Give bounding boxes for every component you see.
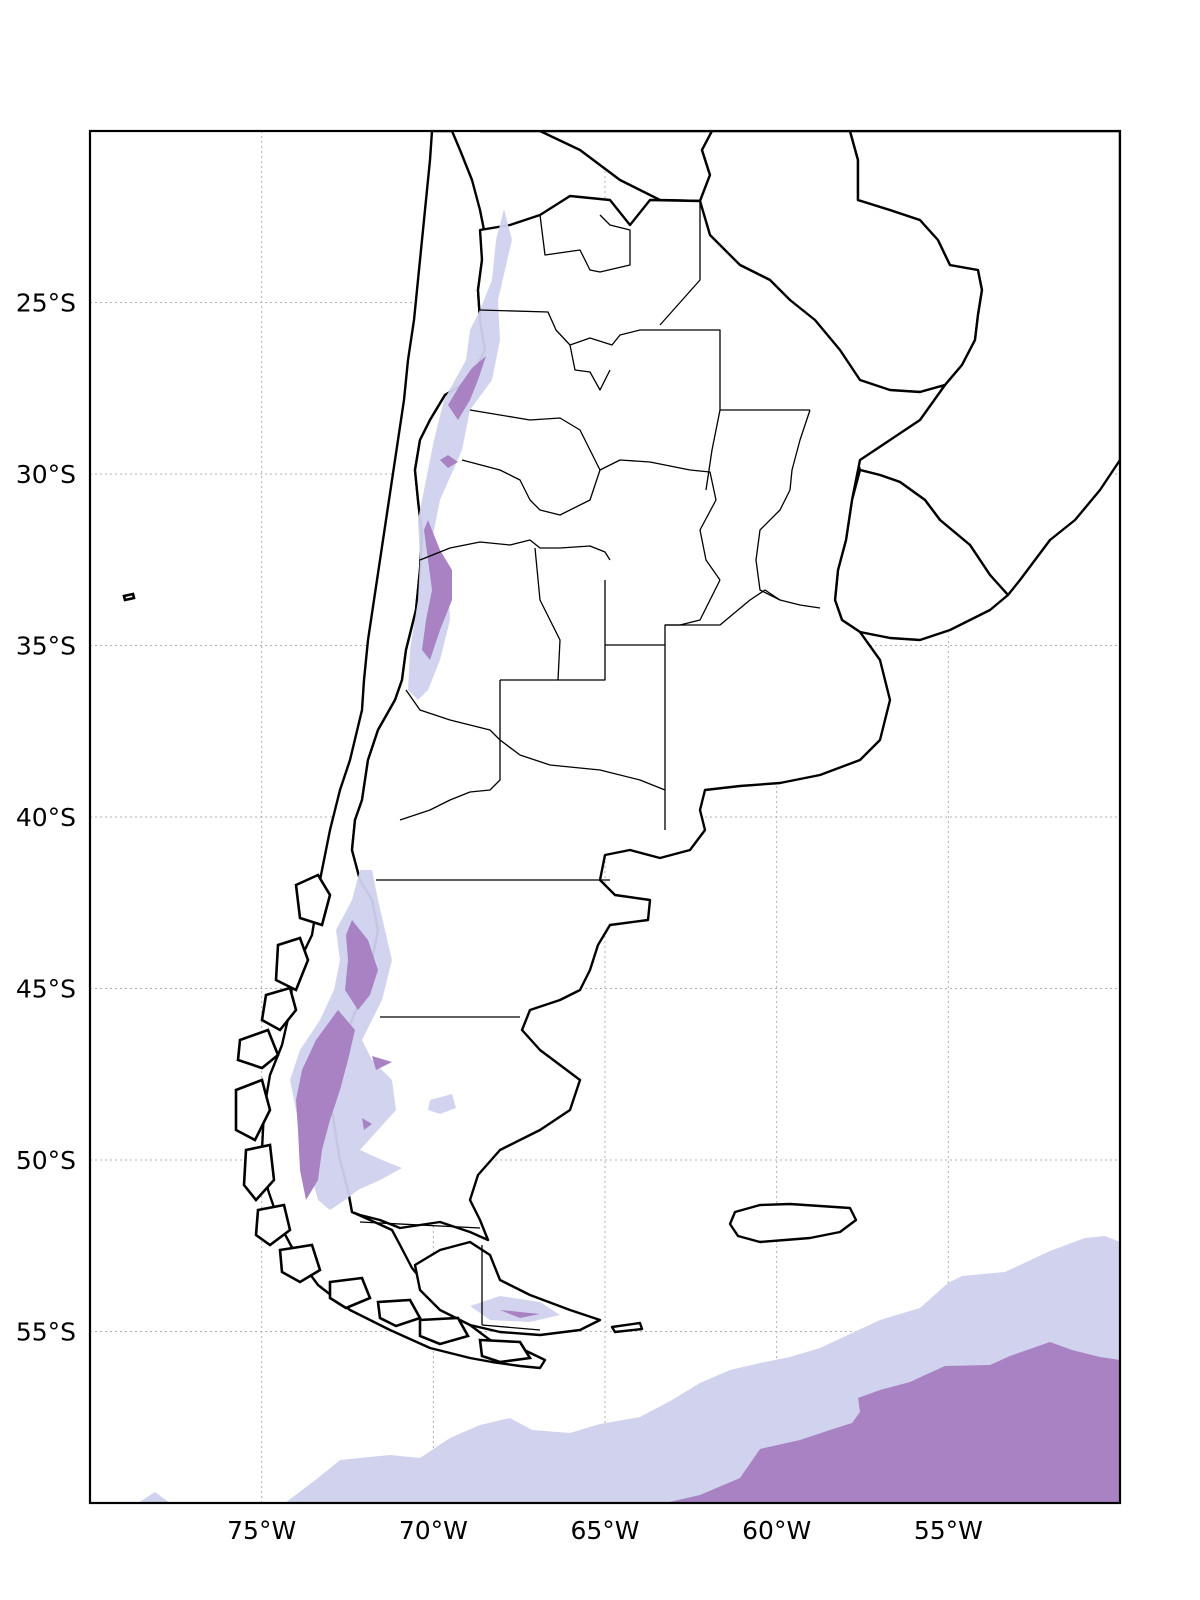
latitude-tick-label: 25°S: [16, 289, 76, 318]
latitude-tick-label: 50°S: [16, 1146, 76, 1175]
latitude-tick-label: 55°S: [16, 1318, 76, 1347]
latitude-tick-label: 45°S: [16, 975, 76, 1004]
map-frame: [88, 129, 1122, 1505]
province-borders: [359, 201, 821, 1331]
longitude-tick-label: 55°W: [914, 1516, 983, 1545]
map-content: [122, 131, 1120, 1503]
longitude-tick-label: 75°W: [227, 1516, 296, 1545]
longitude-tick-label: 65°W: [570, 1516, 639, 1545]
falkland-islands: [728, 1202, 858, 1244]
longitude-tick-label: 70°W: [399, 1516, 468, 1545]
staten-island: [610, 1321, 644, 1334]
latitude-labels: 25°S 30°S 35°S 40°S 45°S 50°S 55°S: [16, 289, 76, 1347]
longitude-labels: 75°W 70°W 65°W 60°W 55°W: [227, 1516, 983, 1545]
chile-islands: [122, 592, 533, 1364]
bolivia-land: [478, 131, 714, 203]
andes-contour-low: [290, 209, 560, 1322]
ocean-contour-high: [665, 1342, 1120, 1503]
latitude-tick-label: 35°S: [16, 632, 76, 661]
latitude-tick-label: 30°S: [16, 460, 76, 489]
longitude-tick-label: 60°W: [742, 1516, 811, 1545]
latitude-tick-label: 40°S: [16, 803, 76, 832]
argentina-land: [328, 194, 947, 1242]
